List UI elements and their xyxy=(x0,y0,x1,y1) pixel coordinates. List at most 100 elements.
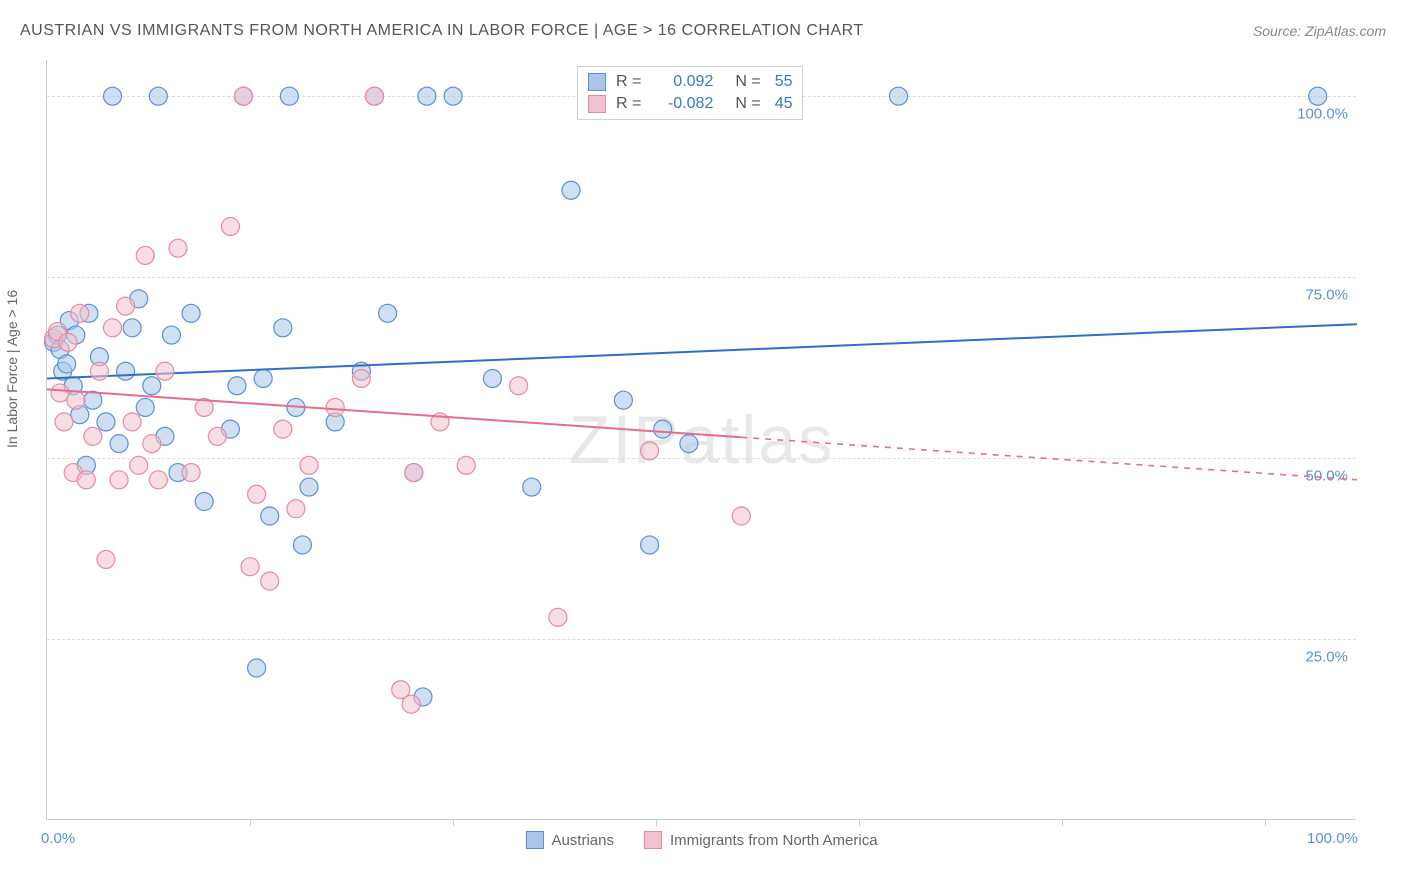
stats-r-value: -0.082 xyxy=(655,95,713,113)
scatter-point xyxy=(379,304,397,322)
x-axis-label: 0.0% xyxy=(41,830,75,847)
scatter-point xyxy=(418,87,436,105)
scatter-point xyxy=(117,362,135,380)
scatter-point xyxy=(162,326,180,344)
scatter-point xyxy=(444,87,462,105)
stats-n-label: N = xyxy=(735,73,760,91)
scatter-point xyxy=(136,246,154,264)
scatter-point xyxy=(483,369,501,387)
stats-n-label: N = xyxy=(735,95,760,113)
scatter-point xyxy=(654,420,672,438)
scatter-point xyxy=(59,333,77,351)
scatter-point xyxy=(274,420,292,438)
scatter-point xyxy=(510,377,528,395)
scatter-point xyxy=(55,413,73,431)
scatter-point xyxy=(67,391,85,409)
stats-r-value: 0.092 xyxy=(655,73,713,91)
y-axis-label: In Labor Force | Age > 16 xyxy=(4,290,20,448)
chart-title: AUSTRIAN VS IMMIGRANTS FROM NORTH AMERIC… xyxy=(20,22,864,40)
scatter-point xyxy=(110,435,128,453)
scatter-point xyxy=(149,87,167,105)
scatter-point xyxy=(280,87,298,105)
scatter-point xyxy=(156,362,174,380)
stats-r-label: R = xyxy=(616,73,641,91)
legend-label: Immigrants from North America xyxy=(670,832,878,849)
scatter-point xyxy=(641,536,659,554)
scatter-point xyxy=(117,297,135,315)
scatter-point xyxy=(143,377,161,395)
scatter-point xyxy=(97,550,115,568)
legend-swatch xyxy=(644,831,662,849)
scatter-point xyxy=(97,413,115,431)
stats-swatch xyxy=(588,73,606,91)
scatter-point xyxy=(366,87,384,105)
x-tick xyxy=(859,819,860,826)
scatter-point xyxy=(123,413,141,431)
x-tick xyxy=(1062,819,1063,826)
x-axis-label: 100.0% xyxy=(1307,830,1358,847)
x-tick xyxy=(656,819,657,826)
scatter-point xyxy=(614,391,632,409)
scatter-point xyxy=(130,456,148,474)
scatter-point xyxy=(300,478,318,496)
scatter-point xyxy=(235,87,253,105)
scatter-point xyxy=(300,456,318,474)
scatter-point xyxy=(523,478,541,496)
legend-item: Austrians xyxy=(525,831,614,849)
correlation-stats-box: R = 0.092 N = 55 R = -0.082 N = 45 xyxy=(577,66,803,120)
legend-item: Immigrants from North America xyxy=(644,831,878,849)
x-tick xyxy=(250,819,251,826)
scatter-point xyxy=(352,369,370,387)
scatter-point xyxy=(110,471,128,489)
scatter-point xyxy=(405,464,423,482)
trend-line-dashed xyxy=(741,437,1357,480)
scatter-point xyxy=(104,319,122,337)
scatter-point xyxy=(641,442,659,460)
scatter-point xyxy=(123,319,141,337)
scatter-point xyxy=(104,87,122,105)
scatter-point xyxy=(136,398,154,416)
stats-row: R = -0.082 N = 45 xyxy=(588,93,792,115)
stats-n-value: 45 xyxy=(775,95,793,113)
scatter-point xyxy=(58,355,76,373)
chart-legend: Austrians Immigrants from North America xyxy=(525,831,877,849)
scatter-point xyxy=(84,427,102,445)
scatter-point xyxy=(149,471,167,489)
scatter-point xyxy=(326,398,344,416)
stats-r-label: R = xyxy=(616,95,641,113)
scatter-point xyxy=(274,319,292,337)
scatter-point xyxy=(248,485,266,503)
stats-row: R = 0.092 N = 55 xyxy=(588,71,792,93)
chart-plot-area: ZIPatlas 25.0%50.0%75.0%100.0% 0.0%100.0… xyxy=(46,60,1356,820)
scatter-plot-svg xyxy=(47,60,1356,819)
legend-label: Austrians xyxy=(551,832,614,849)
x-tick xyxy=(1265,819,1266,826)
scatter-point xyxy=(169,239,187,257)
scatter-point xyxy=(890,87,908,105)
scatter-point xyxy=(71,304,89,322)
scatter-point xyxy=(221,217,239,235)
scatter-point xyxy=(195,493,213,511)
scatter-point xyxy=(248,659,266,677)
scatter-point xyxy=(182,304,200,322)
scatter-point xyxy=(77,471,95,489)
scatter-point xyxy=(732,507,750,525)
scatter-point xyxy=(208,427,226,445)
scatter-point xyxy=(287,500,305,518)
scatter-point xyxy=(228,377,246,395)
scatter-point xyxy=(241,558,259,576)
scatter-point xyxy=(293,536,311,554)
scatter-point xyxy=(261,572,279,590)
scatter-point xyxy=(143,435,161,453)
scatter-point xyxy=(457,456,475,474)
stats-swatch xyxy=(588,95,606,113)
stats-n-value: 55 xyxy=(775,73,793,91)
chart-header: AUSTRIAN VS IMMIGRANTS FROM NORTH AMERIC… xyxy=(20,22,1386,40)
x-tick xyxy=(453,819,454,826)
scatter-point xyxy=(680,435,698,453)
scatter-point xyxy=(90,362,108,380)
scatter-point xyxy=(1309,87,1327,105)
chart-source: Source: ZipAtlas.com xyxy=(1253,23,1386,39)
scatter-point xyxy=(402,695,420,713)
legend-swatch xyxy=(525,831,543,849)
